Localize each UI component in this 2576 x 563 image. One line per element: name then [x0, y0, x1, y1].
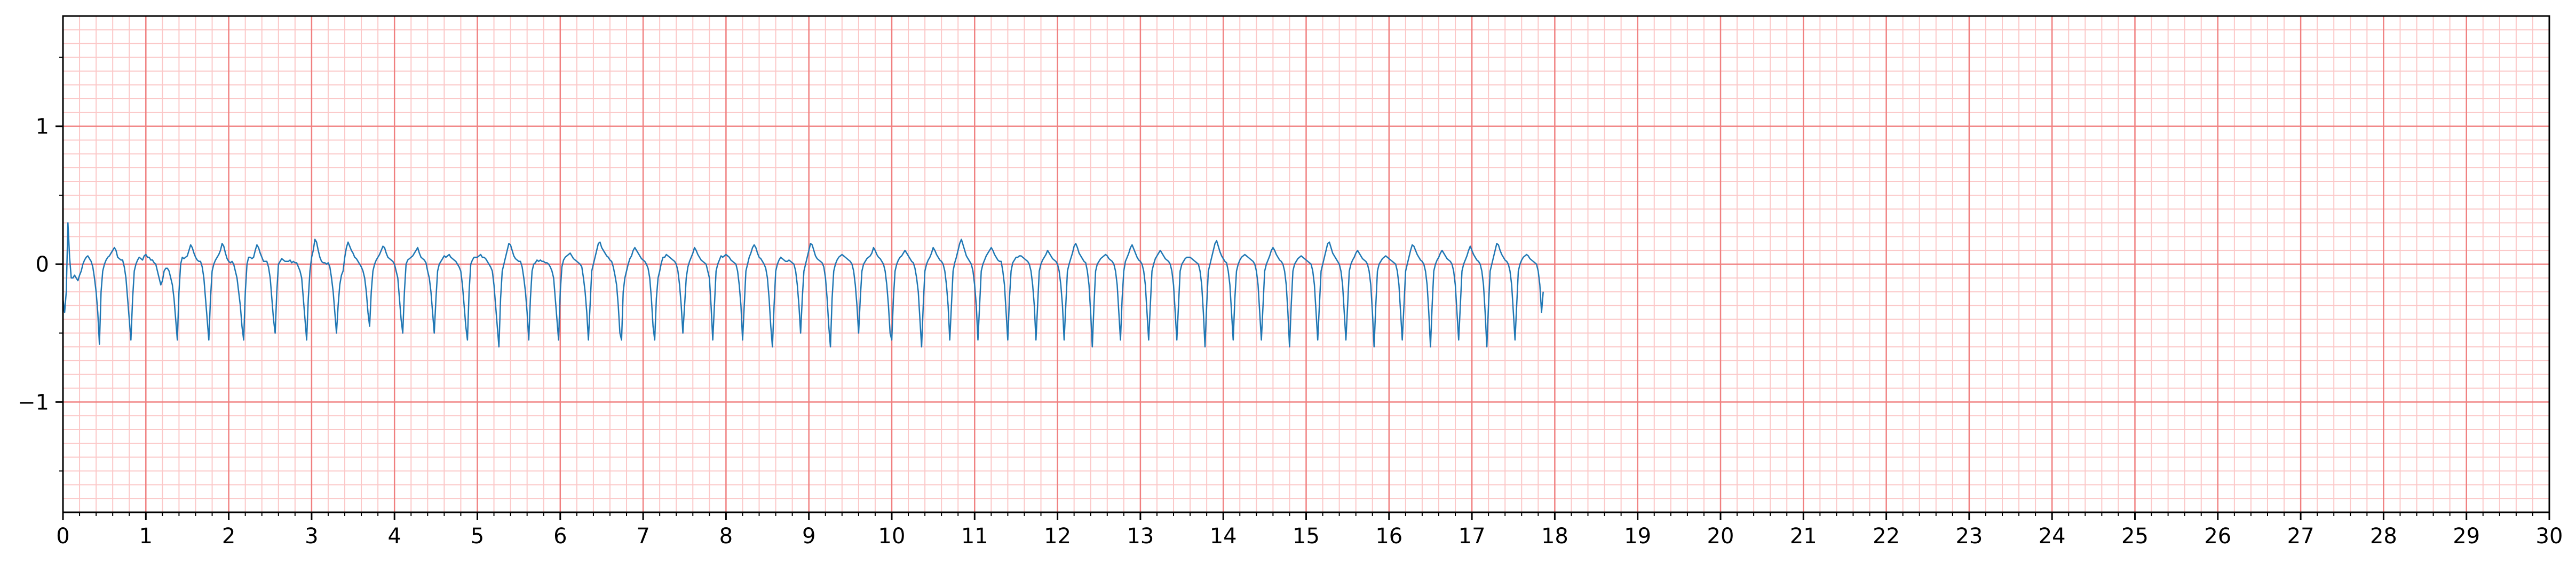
x-tick-label: 0 — [56, 524, 69, 549]
x-tick-label: 28 — [2370, 524, 2397, 549]
x-tick-label: 10 — [878, 524, 906, 549]
x-tick-labels: 0 1 2 3 4 5 6 7 8 9 10 11 12 13 14 15 16 17 18 19 20 21 22 23 24… — [56, 524, 2563, 549]
x-tick-label: 20 — [1707, 524, 1734, 549]
x-tick-label: 8 — [719, 524, 733, 549]
x-tick-label: 2 — [222, 524, 235, 549]
x-tick-label: 9 — [802, 524, 815, 549]
y-tick-label: −1 — [18, 390, 49, 415]
x-tick-label: 23 — [1955, 524, 1983, 549]
x-tick-label: 29 — [2453, 524, 2480, 549]
x-tick-label: 7 — [636, 524, 649, 549]
x-tick-label: 27 — [2287, 524, 2315, 549]
trace-layer — [62, 222, 1544, 348]
x-tick-label: 18 — [1541, 524, 1568, 549]
x-tick-label: 19 — [1624, 524, 1651, 549]
x-tick-label: 25 — [2121, 524, 2149, 549]
ecg-trace-line — [62, 222, 1544, 348]
x-tick-label: 3 — [305, 524, 318, 549]
x-tick-label: 14 — [1210, 524, 1237, 549]
x-tick-label: 13 — [1127, 524, 1154, 549]
axis-ticks — [56, 57, 2550, 520]
x-tick-label: 15 — [1293, 524, 1320, 549]
y-tick-label: 1 — [36, 115, 49, 139]
x-tick-label: 22 — [1873, 524, 1900, 549]
x-tick-label: 16 — [1375, 524, 1402, 549]
x-tick-label: 17 — [1459, 524, 1486, 549]
x-tick-label: 5 — [471, 524, 484, 549]
x-tick-label: 6 — [553, 524, 567, 549]
x-tick-label: 1 — [139, 524, 153, 549]
x-tick-label: 11 — [961, 524, 988, 549]
x-tick-label: 21 — [1790, 524, 1817, 549]
x-tick-label: 4 — [387, 524, 401, 549]
x-tick-label: 30 — [2536, 524, 2563, 549]
x-tick-label: 26 — [2204, 524, 2231, 549]
x-tick-label: 24 — [2039, 524, 2066, 549]
y-tick-labels: −1 0 1 — [18, 115, 49, 415]
x-tick-label: 12 — [1044, 524, 1071, 549]
y-tick-label: 0 — [36, 252, 49, 277]
